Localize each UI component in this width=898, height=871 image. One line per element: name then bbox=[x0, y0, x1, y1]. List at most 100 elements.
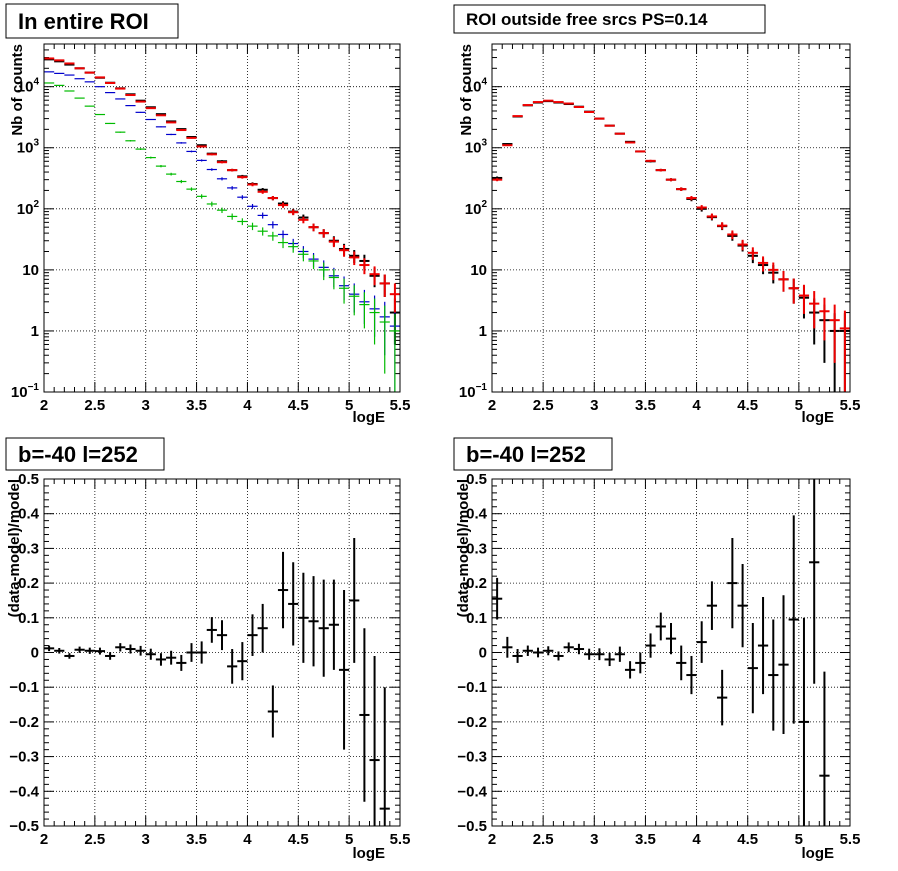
data-point bbox=[105, 91, 116, 94]
data-point bbox=[44, 645, 55, 652]
data-point bbox=[237, 175, 248, 179]
data-point bbox=[788, 278, 799, 304]
x-tick-label: 3 bbox=[590, 831, 598, 848]
data-point bbox=[237, 195, 248, 200]
data-point bbox=[267, 196, 278, 201]
y-tick-label: 1 bbox=[479, 323, 487, 340]
data-point bbox=[125, 104, 136, 107]
y-tick-label: −0.1 bbox=[457, 679, 487, 696]
data-point bbox=[166, 121, 177, 124]
data-point bbox=[379, 687, 390, 826]
data-point bbox=[788, 515, 799, 724]
data-point bbox=[819, 671, 830, 826]
data-point bbox=[676, 187, 687, 191]
data-point bbox=[74, 646, 85, 653]
x-tick-label: 4 bbox=[243, 831, 252, 848]
data-point bbox=[645, 159, 656, 162]
data-point bbox=[84, 647, 95, 654]
data-point bbox=[798, 284, 810, 314]
data-point bbox=[349, 537, 360, 663]
data-point bbox=[115, 87, 126, 90]
data-point bbox=[166, 650, 177, 665]
data-point bbox=[257, 212, 268, 219]
data-point bbox=[277, 202, 289, 208]
data-point bbox=[155, 653, 167, 666]
data-point bbox=[267, 231, 278, 241]
data-point bbox=[706, 581, 718, 630]
data-point bbox=[318, 579, 329, 677]
data-point bbox=[594, 117, 605, 120]
data-point bbox=[176, 142, 187, 144]
x-tick-label: 5.5 bbox=[840, 831, 861, 848]
data-point bbox=[196, 159, 207, 162]
data-point bbox=[196, 641, 207, 664]
data-point bbox=[247, 182, 258, 187]
data-point bbox=[216, 207, 228, 214]
x-tick-label: 3.5 bbox=[635, 831, 656, 848]
data-point bbox=[94, 86, 106, 88]
data-point bbox=[267, 221, 278, 229]
data-point bbox=[655, 168, 666, 172]
x-tick-label: 2 bbox=[488, 397, 496, 414]
data-point bbox=[176, 129, 187, 132]
y-tick-label: 10 bbox=[22, 262, 39, 279]
y-tick-label: −0.2 bbox=[9, 714, 39, 731]
x-axis-label: logE bbox=[802, 409, 835, 426]
x-tick-label: 2.5 bbox=[84, 831, 105, 848]
y-tick-label: 0.2 bbox=[18, 575, 39, 592]
y-tick-label: 10−1 bbox=[459, 382, 488, 401]
data-point bbox=[686, 655, 697, 695]
data-point bbox=[206, 617, 217, 643]
x-tick-label: 4.5 bbox=[737, 831, 758, 848]
plot-area bbox=[492, 44, 850, 392]
data-point bbox=[115, 98, 126, 100]
data-point bbox=[645, 633, 656, 658]
y-axis-label: Nb of counts bbox=[9, 44, 26, 136]
data-point bbox=[338, 278, 350, 304]
data-point bbox=[512, 649, 523, 663]
data-point bbox=[665, 178, 677, 182]
plot-area bbox=[44, 44, 400, 392]
data-point bbox=[74, 97, 85, 99]
y-tick-label: 10−1 bbox=[11, 382, 40, 401]
data-point bbox=[115, 643, 126, 652]
data-point bbox=[543, 99, 554, 102]
data-point bbox=[155, 114, 167, 117]
data-point bbox=[64, 90, 75, 92]
data-point bbox=[125, 140, 136, 142]
data-point bbox=[166, 133, 177, 136]
data-point bbox=[186, 187, 197, 191]
data-point bbox=[349, 251, 360, 266]
data-point bbox=[318, 262, 329, 281]
x-tick-label: 4.5 bbox=[737, 397, 758, 414]
y-tick-label: −0.1 bbox=[9, 679, 39, 696]
data-point bbox=[237, 642, 248, 681]
data-point bbox=[328, 269, 339, 290]
data-point bbox=[389, 313, 400, 392]
data-point bbox=[308, 576, 319, 667]
x-tick-label: 4.5 bbox=[288, 397, 309, 414]
data-point bbox=[676, 645, 687, 681]
x-tick-label: 4 bbox=[692, 397, 701, 414]
x-tick-label: 5 bbox=[345, 397, 353, 414]
data-point bbox=[247, 222, 258, 231]
y-tick-label: 0.4 bbox=[18, 506, 40, 523]
y-axis-label: (data-model)/model bbox=[6, 479, 23, 617]
data-point bbox=[227, 168, 238, 172]
y-tick-label: 103 bbox=[17, 138, 40, 157]
data-point bbox=[237, 218, 248, 226]
data-point bbox=[819, 297, 830, 341]
data-point bbox=[573, 643, 585, 655]
data-point bbox=[573, 105, 585, 108]
data-point bbox=[369, 655, 380, 826]
data-point bbox=[227, 649, 238, 684]
data-point bbox=[257, 189, 268, 194]
data-point bbox=[247, 614, 258, 656]
data-point bbox=[737, 239, 748, 251]
data-point bbox=[553, 101, 564, 104]
data-point bbox=[84, 105, 95, 107]
data-point bbox=[359, 258, 370, 275]
y-tick-label: 0.3 bbox=[18, 540, 39, 557]
data-point bbox=[54, 84, 65, 86]
data-point bbox=[502, 636, 513, 658]
